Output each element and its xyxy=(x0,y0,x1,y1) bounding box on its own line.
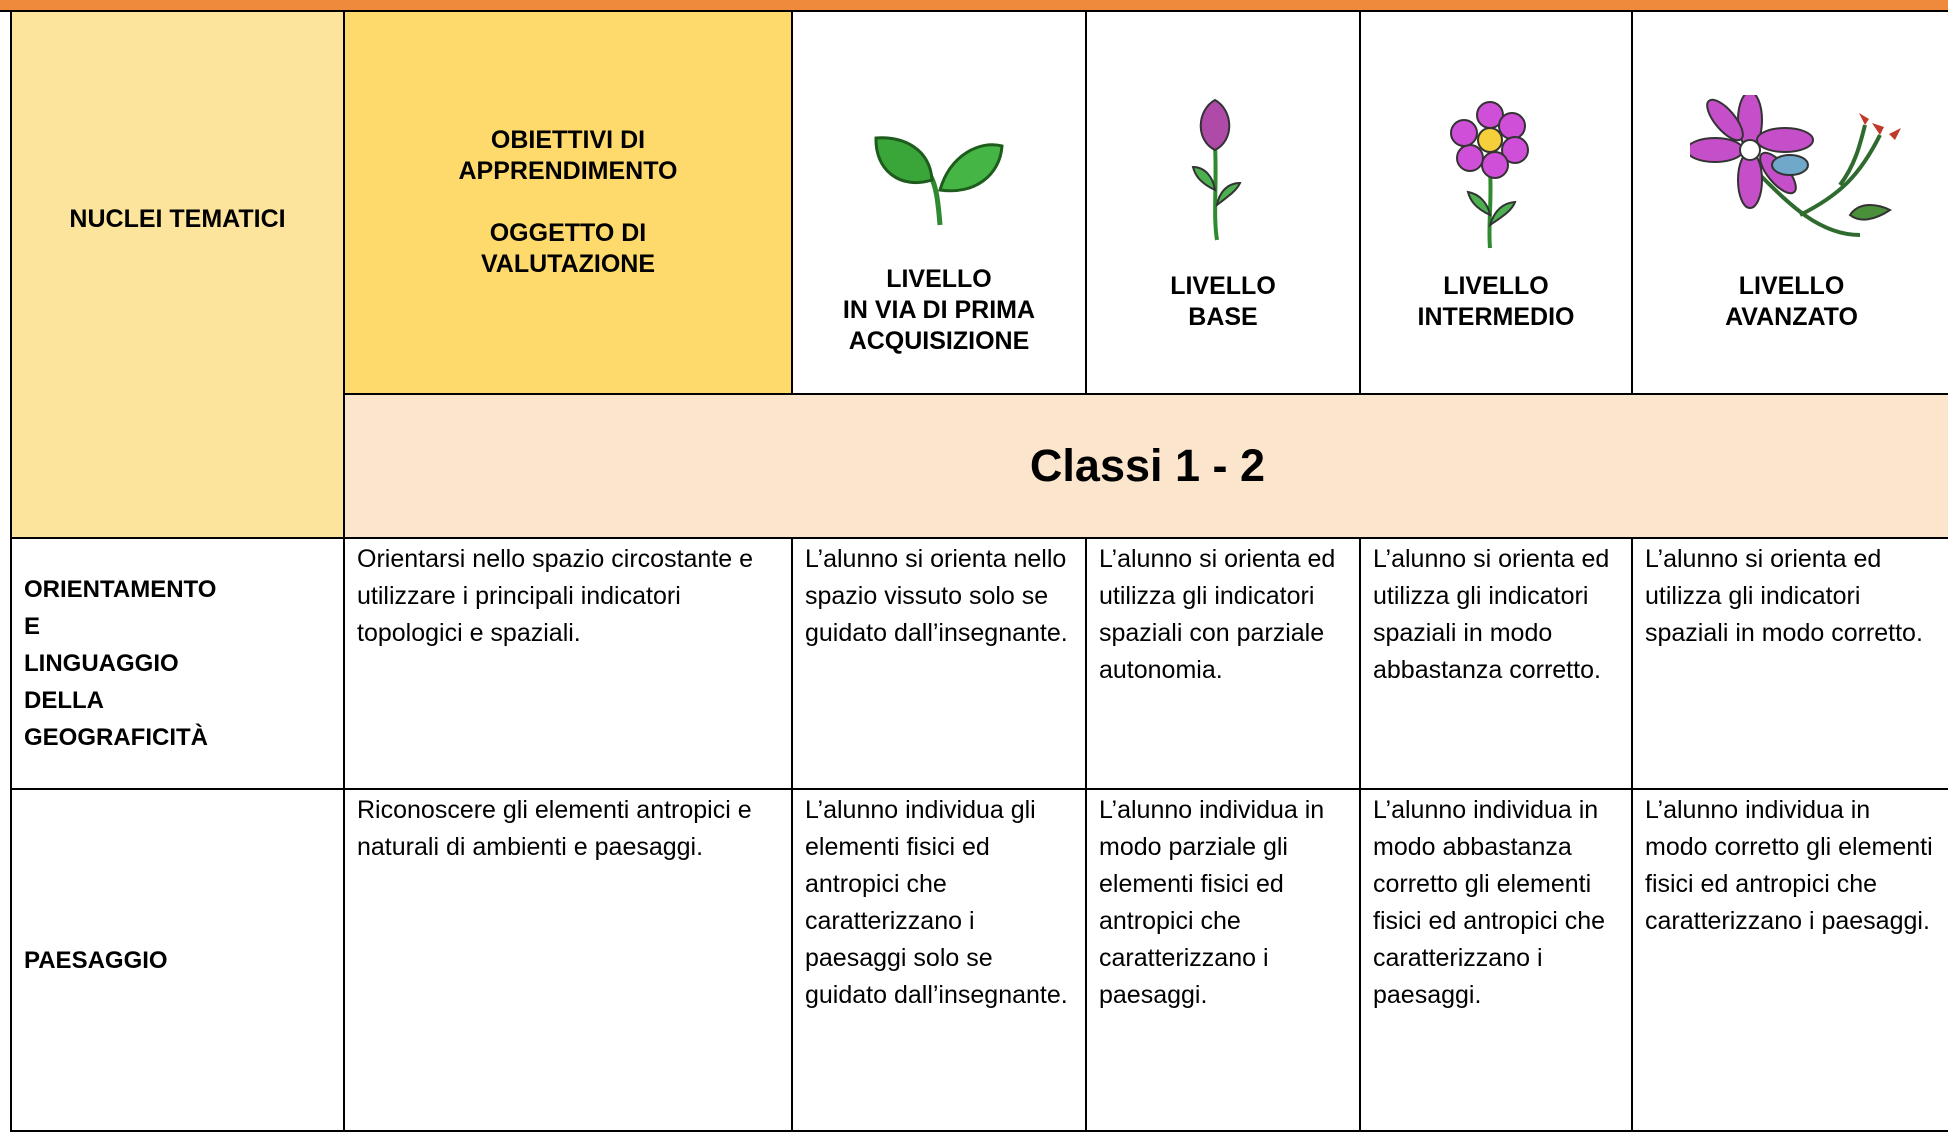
text-cell: Riconoscere gli elementi antropici e nat… xyxy=(343,788,793,1132)
text-cell: Orientarsi nello spazio circostante e ut… xyxy=(343,537,793,790)
nucleo-cell: ORIENTAMENTO E LINGUAGGIO DELLA GEOGRAFI… xyxy=(10,537,345,790)
header-level: LIVELLO BASE xyxy=(1085,10,1361,395)
sprout-icon xyxy=(874,136,1004,226)
text-cell: L’alunno si orienta ed utilizza gli indi… xyxy=(1085,537,1361,790)
bud-icon xyxy=(1191,98,1242,241)
text-cell: L’alunno individua in modo parziale gli … xyxy=(1085,788,1361,1132)
classi-label: Classi 1 - 2 xyxy=(343,393,1948,539)
bouquet-icon xyxy=(1690,95,1901,237)
header-level: LIVELLO INTERMEDIO xyxy=(1359,10,1633,395)
text-cell: L’alunno individua gli elementi fisici e… xyxy=(791,788,1087,1132)
text-cell: L’alunno si orienta ed utilizza gli indi… xyxy=(1359,537,1633,790)
text-cell: L’alunno individua in modo abbastanza co… xyxy=(1359,788,1633,1132)
flower-icon xyxy=(1450,101,1529,249)
text-cell: L’alunno si orienta nello spazio vissuto… xyxy=(791,537,1087,790)
header-obiettivi: OBIETTIVI DI APPRENDIMENTO OGGETTO DI VA… xyxy=(343,10,793,395)
nucleo-cell: PAESAGGIO xyxy=(10,788,345,1132)
text-cell: L’alunno individua in modo corretto gli … xyxy=(1631,788,1948,1132)
text-cell: L’alunno si orienta ed utilizza gli indi… xyxy=(1631,537,1948,790)
header-nuclei: NUCLEI TEMATICI xyxy=(10,10,345,539)
